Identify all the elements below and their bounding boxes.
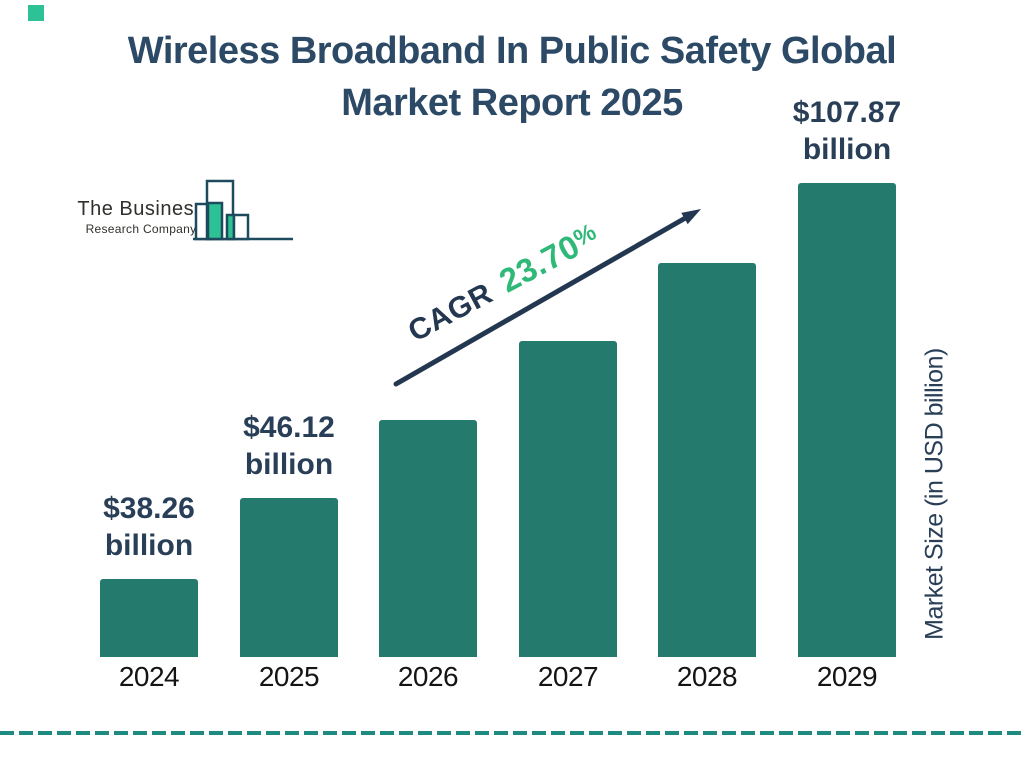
bar-2028: [658, 263, 756, 657]
company-logo: The Business Research Company: [70, 170, 310, 255]
value-label-2024: $38.26 billion: [103, 492, 195, 562]
cagr-label: CAGR: [402, 276, 499, 349]
y-axis-title: Market Size (in USD billion): [920, 348, 949, 640]
logo-text-line1: The Business: [77, 198, 205, 220]
page-title: Wireless Broadband In Public Safety Glob…: [0, 25, 1024, 129]
bar-2026: [379, 420, 477, 657]
page-title-line2: Market Report 2025: [341, 82, 683, 124]
value-label-2029: $107.87 billion: [792, 96, 902, 166]
cagr-annotation: CAGR23.70%: [401, 217, 605, 350]
year-label-2024: 2024: [118, 661, 180, 692]
cagr-value: 23.70: [493, 226, 586, 300]
bar-2024: [100, 579, 198, 657]
logo-text-line2: Research Company: [85, 222, 197, 236]
value-label-2025: $46.12 billion: [243, 411, 335, 481]
corner-accent-square: [28, 5, 44, 21]
page-title-line1: Wireless Broadband In Public Safety Glob…: [127, 30, 897, 72]
year-label-2028: 2028: [676, 661, 738, 692]
bar-2029: [798, 183, 896, 657]
bar-2027: [519, 341, 617, 657]
bottom-dashed-divider: [0, 731, 1024, 735]
year-label-2029: 2029: [816, 661, 878, 692]
logo-bar-chart-icon: [193, 179, 293, 241]
year-label-2027: 2027: [537, 661, 599, 692]
year-label-2025: 2025: [258, 661, 320, 692]
year-label-2026: 2026: [397, 661, 459, 692]
bar-2025: [240, 498, 338, 657]
